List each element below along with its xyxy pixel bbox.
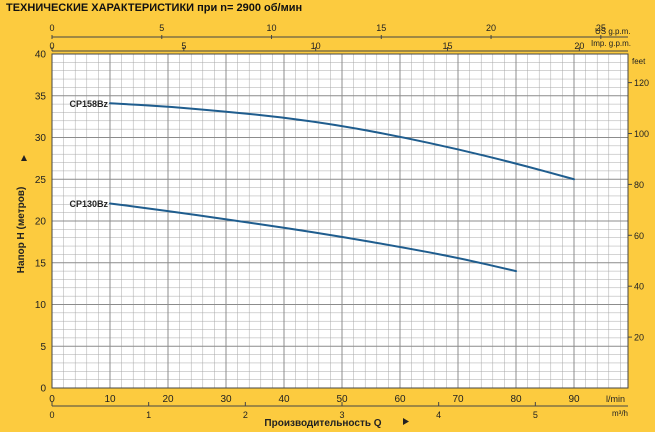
imp-gpm-tick-label: 20	[574, 41, 584, 51]
y-tick-label: 0	[40, 384, 46, 395]
x-axis-arrow-icon	[403, 418, 409, 425]
m3h-tick-label: 3	[339, 410, 344, 420]
x-tick-label: 30	[220, 394, 232, 405]
series-line-1	[109, 202, 517, 273]
y-tick-label: 10	[35, 300, 47, 311]
imp-gpm-tick-label: 10	[311, 41, 321, 51]
us-gpm-tick-label: 5	[159, 23, 164, 33]
feet-tick-label: 20	[634, 333, 644, 343]
x-tick-label: 70	[452, 394, 464, 405]
feet-tick-label: 100	[634, 129, 649, 139]
labels: Напор H (метров) Производительность Q CP15…	[16, 99, 409, 429]
x-tick-label: 90	[568, 394, 580, 405]
m3h-tick-label: 1	[146, 410, 151, 420]
plot-frame	[51, 53, 629, 389]
us-gpm-tick-label: 10	[267, 23, 277, 33]
x-tick-label: 80	[510, 394, 522, 405]
imp-gpm-tick-label: 5	[181, 41, 186, 51]
us-gpm-tick-label: 25	[596, 23, 606, 33]
y-tick-label: 35	[35, 91, 47, 102]
y-axis-title: Напор H (метров)	[16, 187, 27, 274]
x-tick-label: 40	[278, 394, 290, 405]
y-tick-label: 25	[35, 175, 47, 186]
series-line-0	[109, 102, 575, 181]
y-tick-label: 15	[35, 258, 47, 269]
series-label-0: CP158Bz	[69, 99, 108, 109]
y-axis-arrow-icon	[21, 155, 27, 161]
feet-unit-label: feet	[632, 57, 646, 66]
feet-tick-label: 40	[634, 282, 644, 292]
feet-tick-label: 120	[634, 78, 649, 88]
y-tick-label: 30	[35, 133, 47, 144]
series-label-1: CP130Bz	[69, 199, 108, 209]
feet-tick-label: 60	[634, 231, 644, 241]
x-tick-label: 0	[49, 394, 55, 405]
x-tick-label: 10	[104, 394, 116, 405]
y-tick-label: 5	[40, 342, 46, 353]
imp-gpm-tick-label: 0	[49, 41, 54, 51]
x-tick-label: 50	[336, 394, 348, 405]
m3h-tick-label: 4	[436, 410, 441, 420]
x-tick-label: 20	[162, 394, 174, 405]
m3h-tick-label: 0	[49, 410, 54, 420]
imp-gpm-tick-label: 15	[442, 41, 452, 51]
m3h-unit-label: m³/h	[612, 409, 628, 418]
us-gpm-tick-label: 0	[49, 23, 54, 33]
page-title: ТЕХНИЧЕСКИЕ ХАРАКТЕРИСТИКИ при n= 2900 о…	[6, 2, 303, 14]
m3h-tick-label: 2	[243, 410, 248, 420]
us-gpm-tick-label: 20	[486, 23, 496, 33]
x-tick-label: 60	[394, 394, 406, 405]
imp-gpm-unit-label: Imp. g.p.m.	[591, 39, 631, 48]
series	[109, 102, 575, 273]
us-gpm-tick-label: 15	[376, 23, 386, 33]
us-gpm-unit-label: US g.p.m.	[595, 27, 631, 36]
y-tick-label: 40	[35, 50, 47, 61]
x-axis-title: Производительность Q	[264, 418, 381, 429]
x-unit-label: l/min	[606, 394, 625, 404]
feet-tick-label: 80	[634, 180, 644, 190]
y-tick-label: 20	[35, 217, 47, 228]
m3h-tick-label: 5	[533, 410, 538, 420]
grid	[52, 54, 628, 388]
